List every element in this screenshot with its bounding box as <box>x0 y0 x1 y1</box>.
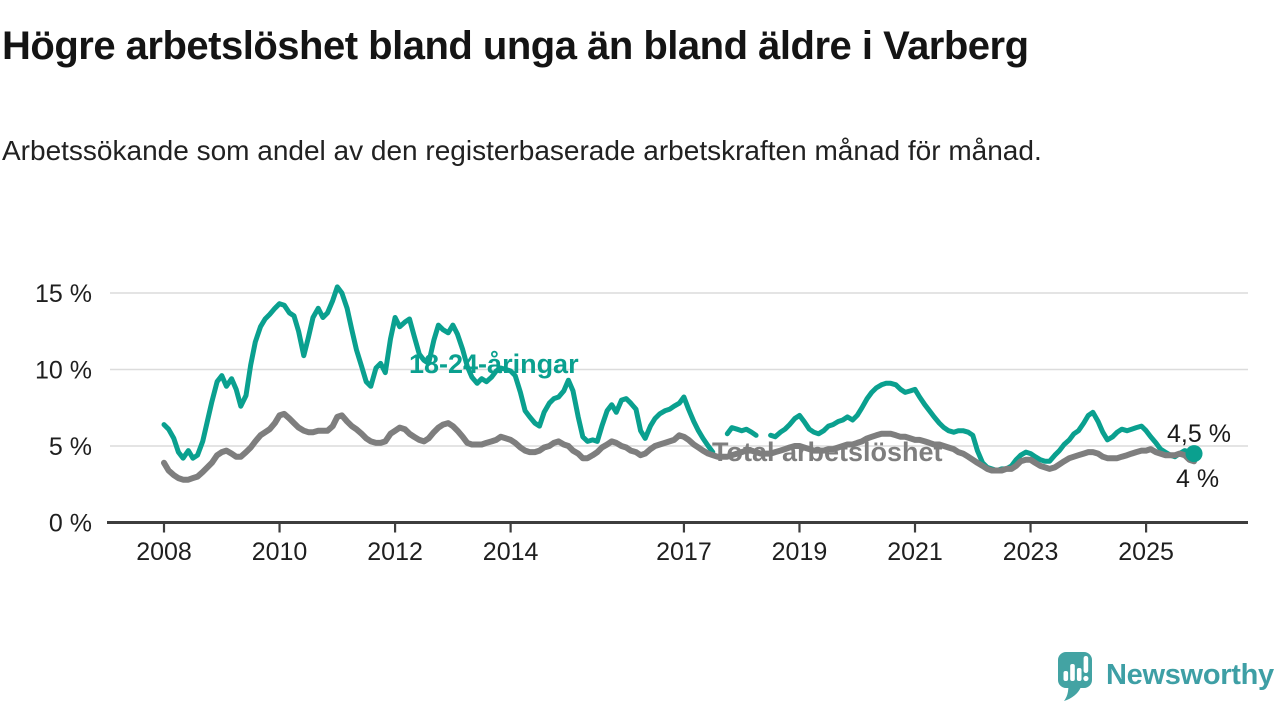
x-tick-label-2019: 2019 <box>772 538 828 566</box>
x-tick-label-2008: 2008 <box>136 538 192 566</box>
x-tick-label-2014: 2014 <box>483 538 539 566</box>
chart-subtitle: Arbetssökande som andel av den registerb… <box>2 135 1042 166</box>
x-tick-label-2012: 2012 <box>367 538 423 566</box>
x-axis: 2008 2010 2012 2014 2017 2019 2021 2023 2025 <box>107 521 1248 566</box>
y-tick-label-0: 0 % <box>49 510 92 538</box>
newsworthy-logo: Newsworthy <box>1058 652 1274 701</box>
x-tick-label-2025: 2025 <box>1118 538 1174 566</box>
end-value-label-total: 4 % <box>1176 465 1219 493</box>
x-tick-label-2010: 2010 <box>252 538 308 566</box>
latest-value-dot <box>1185 445 1203 463</box>
series-line-youth <box>161 284 1197 473</box>
y-tick-label-5: 5 % <box>49 433 92 461</box>
series-label-youth: 18-24-åringar <box>409 349 579 379</box>
series-label-total: Total arbetslöshet <box>712 437 943 467</box>
y-tick-label-10: 10 % <box>35 357 92 385</box>
series-lines <box>161 284 1197 483</box>
x-tick-label-2021: 2021 <box>887 538 943 566</box>
page-title: Högre arbetslöshet bland unga än bland ä… <box>2 24 1029 68</box>
gridlines: 0 % 5 % 10 % 15 % <box>35 280 1248 538</box>
newsworthy-logo-text: Newsworthy <box>1106 659 1274 691</box>
logo-bars <box>1063 656 1089 682</box>
y-tick-label-15: 15 % <box>35 280 92 308</box>
x-tick-label-2017: 2017 <box>656 538 712 566</box>
end-value-label-youth: 4,5 % <box>1167 420 1231 448</box>
series-line-total <box>161 410 1197 483</box>
newsworthy-logo-icon <box>1058 652 1092 701</box>
x-tick-label-2023: 2023 <box>1003 538 1059 566</box>
